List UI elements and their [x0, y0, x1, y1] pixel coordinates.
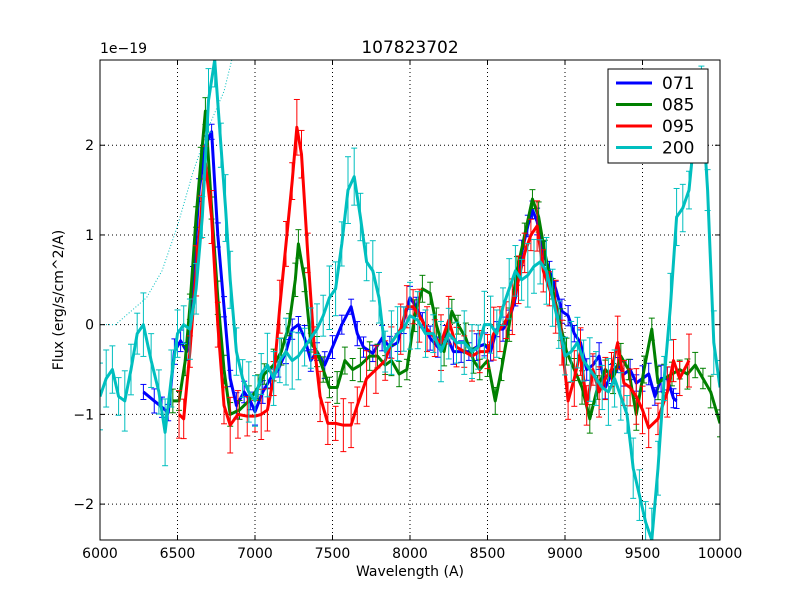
x-tick-label: 8500: [470, 546, 506, 562]
x-axis-label: Wavelength (A): [356, 564, 464, 580]
y-offset-label: 1e−19: [100, 41, 147, 57]
legend-label-085: 085: [662, 96, 694, 116]
x-tick-label: 7000: [237, 546, 273, 562]
x-tick-label: 6000: [82, 546, 118, 562]
y-axis-label: Flux (erg/s/cm^2/A): [51, 230, 67, 370]
x-tick-label: 8000: [392, 546, 428, 562]
x-tick-label: 6500: [160, 546, 196, 562]
series-200-dotted-line: [100, 60, 233, 326]
x-tick-label: 9500: [625, 546, 661, 562]
y-tick-label: 2: [85, 138, 94, 154]
legend-label-200: 200: [662, 139, 694, 159]
y-tick-label: 0: [85, 318, 94, 334]
y-tick-label: −2: [73, 497, 94, 513]
chart-title: 107823702: [361, 38, 458, 58]
series-200: [100, 60, 720, 540]
ticks: 6000 6500 7000 7500 8000 8500 9000 9500 10000 −2 −…: [73, 60, 742, 562]
legend-label-095: 095: [662, 117, 694, 137]
y-tick-label: −1: [73, 407, 94, 423]
x-tick-label: 10000: [698, 546, 743, 562]
x-tick-label: 7500: [315, 546, 351, 562]
y-tick-label: 1: [85, 228, 94, 244]
series-layer: [100, 60, 720, 540]
x-tick-label: 9000: [547, 546, 583, 562]
series-line-200: [100, 60, 720, 540]
legend-label-071: 071: [662, 74, 694, 94]
